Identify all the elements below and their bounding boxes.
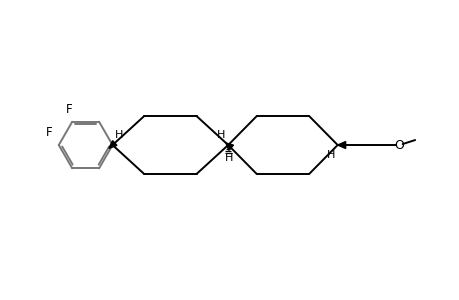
Polygon shape xyxy=(225,143,233,150)
Polygon shape xyxy=(337,142,345,148)
Text: H: H xyxy=(224,153,233,163)
Text: F: F xyxy=(66,103,73,116)
Text: H: H xyxy=(115,130,123,140)
Text: O: O xyxy=(393,139,403,152)
Text: H: H xyxy=(216,130,224,140)
Text: H: H xyxy=(326,150,334,160)
Text: F: F xyxy=(46,126,52,139)
Polygon shape xyxy=(109,141,117,148)
